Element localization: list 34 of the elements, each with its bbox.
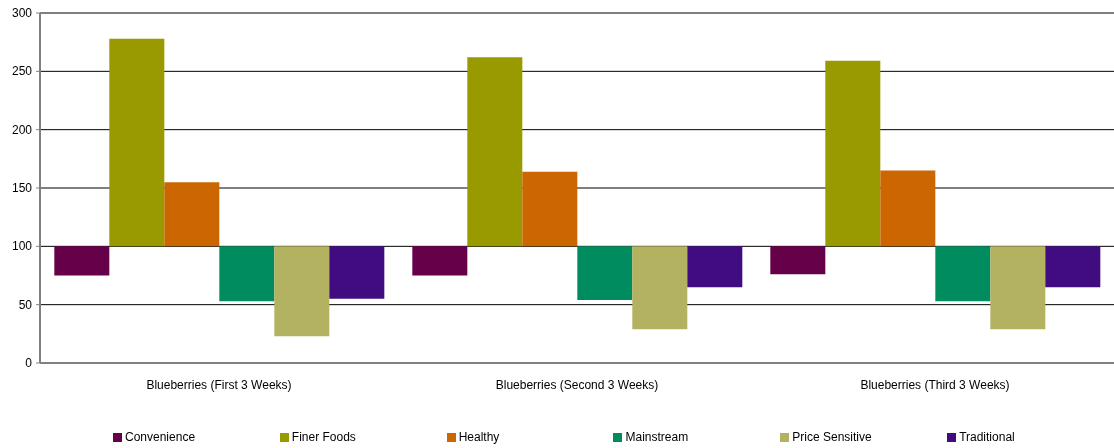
bar bbox=[274, 246, 330, 337]
bar bbox=[109, 38, 165, 247]
y-tick-label: 50 bbox=[18, 297, 33, 312]
bar bbox=[522, 171, 578, 247]
bar bbox=[54, 246, 110, 276]
bar bbox=[687, 246, 743, 288]
bar bbox=[412, 246, 468, 276]
bar bbox=[1045, 246, 1101, 288]
y-tick-label: 150 bbox=[11, 181, 33, 195]
y-tick-label: 0 bbox=[25, 356, 33, 370]
legend-label: Convenience bbox=[125, 430, 196, 444]
y-tick-label: 300 bbox=[11, 6, 33, 20]
bar bbox=[577, 246, 633, 300]
bar bbox=[880, 170, 936, 247]
bar bbox=[467, 57, 523, 247]
bar bbox=[770, 246, 826, 275]
x-tick-label: Blueberries (Second 3 Weeks) bbox=[495, 378, 659, 392]
bar bbox=[825, 60, 881, 247]
bar bbox=[329, 246, 385, 299]
legend-label: Traditional bbox=[959, 430, 1015, 444]
y-tick-label: 200 bbox=[11, 122, 33, 137]
y-tick-label: 250 bbox=[11, 64, 33, 79]
bar bbox=[219, 246, 275, 302]
legend-label: Price Sensitive bbox=[792, 430, 872, 444]
bar bbox=[935, 246, 991, 302]
y-tick-label: 100 bbox=[11, 239, 33, 254]
x-tick-label: Blueberries (Third 3 Weeks) bbox=[860, 378, 1010, 392]
legend-label: Mainstream bbox=[625, 430, 689, 444]
bar bbox=[164, 182, 220, 247]
legend-label: Finer Foods bbox=[291, 430, 356, 444]
bar bbox=[632, 246, 688, 330]
x-tick-label: Blueberries (First 3 Weeks) bbox=[146, 378, 292, 392]
bar bbox=[990, 246, 1046, 330]
legend-label: Healthy bbox=[458, 430, 500, 444]
